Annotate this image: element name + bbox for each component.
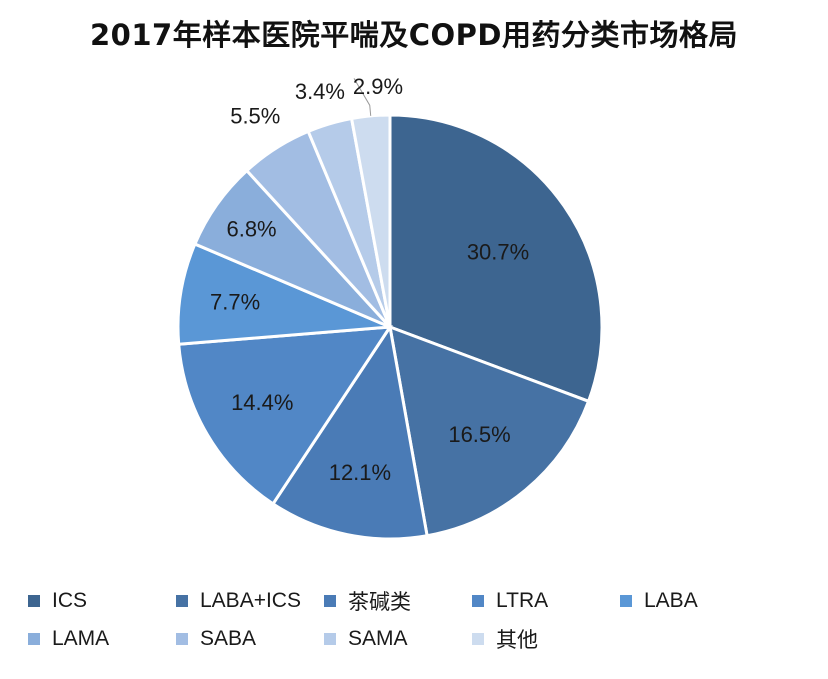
pie-slice-2	[388, 324, 591, 538]
legend-label: ICS	[52, 589, 88, 612]
pie-slice-3	[270, 323, 429, 541]
legend-label: 其他	[496, 629, 538, 652]
legend-item-7: SABA	[176, 627, 324, 651]
data-label-1: 30.7%	[467, 240, 529, 265]
legend-label: LTRA	[496, 589, 549, 612]
pie-slice-5	[176, 242, 391, 346]
legend-label: LABA	[644, 589, 698, 612]
data-label-6: 6.8%	[226, 217, 276, 242]
legend-item-8: SAMA	[324, 627, 472, 651]
pie-slice-4	[177, 325, 393, 506]
legend-swatch	[472, 595, 484, 607]
legend-label: SAMA	[348, 627, 408, 650]
data-label-4: 14.4%	[231, 390, 293, 415]
legend-item-2: LABA+ICS	[176, 589, 324, 613]
legend-label: SABA	[200, 627, 257, 650]
leader-line	[353, 78, 372, 116]
pie-chart: 30.7% 16.5% 12.1% 14.4% 7.7% 6.8% 5.5% 3.4% 2.9%	[176, 74, 604, 541]
legend-item-9: 其他	[472, 624, 620, 654]
legend-swatch	[28, 595, 40, 607]
legend-swatch	[176, 633, 188, 645]
legend-swatch	[324, 633, 336, 645]
legend-row: LAMA SABA SAMA 其他	[28, 620, 818, 658]
legend-row: ICS LABA+ICS 茶碱类 LTRA LABA	[28, 582, 818, 620]
legend-swatch	[324, 595, 336, 607]
data-label-9: 2.9%	[353, 74, 403, 99]
legend-item-5: LABA	[620, 589, 768, 613]
legend-swatch	[620, 595, 632, 607]
legend-item-6: LAMA	[28, 627, 176, 651]
legend: ICS LABA+ICS 茶碱类 LTRA LABA LAMA SABA SAMA 其他	[28, 582, 818, 658]
pie-slice-9	[349, 113, 392, 328]
data-label-5: 7.7%	[210, 289, 260, 314]
legend-item-3: 茶碱类	[324, 586, 472, 616]
legend-swatch	[176, 595, 188, 607]
legend-item-1: ICS	[28, 589, 176, 613]
data-label-7: 5.5%	[230, 104, 280, 129]
legend-label: 茶碱类	[348, 591, 411, 614]
pie-slice-1	[388, 113, 604, 404]
legend-item-4: LTRA	[472, 589, 620, 613]
legend-swatch	[472, 633, 484, 645]
data-label-2: 16.5%	[448, 422, 510, 447]
data-label-8: 3.4%	[295, 79, 345, 104]
legend-label: LAMA	[52, 627, 110, 650]
legend-label: LABA+ICS	[200, 589, 301, 612]
legend-swatch	[28, 633, 40, 645]
chart-title: 2017年样本医院平喘及COPD用药分类市场格局	[90, 18, 738, 52]
data-label-3: 12.1%	[329, 460, 391, 485]
